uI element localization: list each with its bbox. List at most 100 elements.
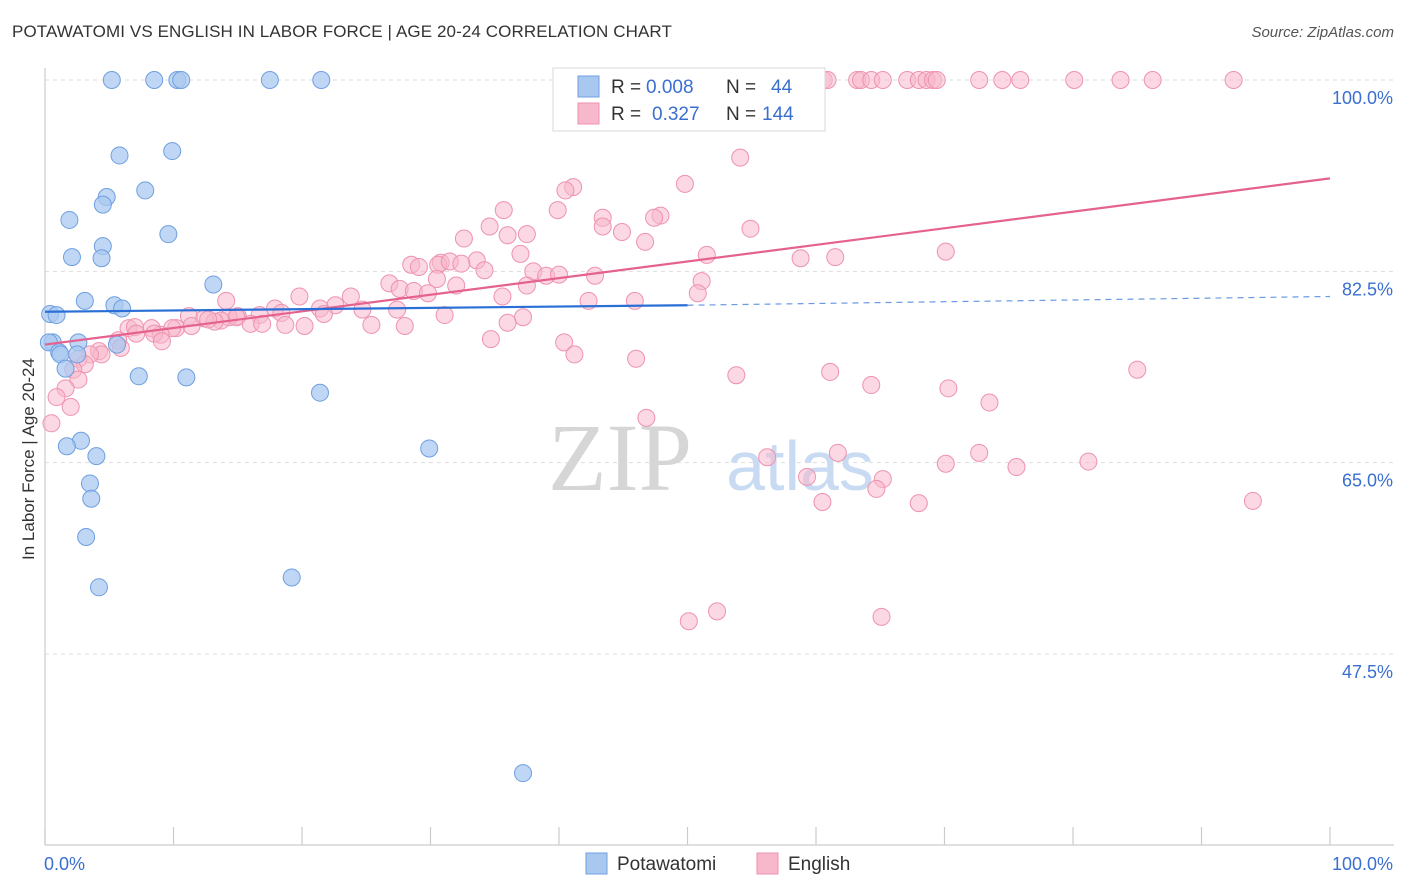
y-tick-label: 47.5%	[1342, 662, 1393, 682]
potawatomi-point	[93, 195, 112, 214]
english-point	[731, 148, 750, 167]
english-n-value: 144	[762, 104, 794, 125]
potawatomi-n-label: N =	[726, 77, 756, 98]
english-r-label: R =	[611, 104, 641, 125]
english-point	[199, 310, 218, 329]
potawatomi-swatch	[577, 75, 600, 98]
english-point	[511, 244, 530, 263]
english-point	[565, 345, 584, 364]
english-point	[909, 494, 928, 513]
english-point	[514, 308, 533, 327]
english-point	[290, 287, 309, 306]
potawatomi-point	[56, 359, 75, 378]
potawatomi-point	[110, 146, 129, 165]
potawatomi-n-value: 44	[771, 77, 793, 98]
trend-lines	[44, 177, 1331, 346]
english-point	[791, 249, 810, 268]
potawatomi-point	[310, 383, 329, 402]
english-point	[927, 71, 946, 89]
english-point	[1065, 71, 1084, 89]
y-tick-label: 82.5%	[1342, 279, 1393, 299]
potawatomi-point	[163, 142, 182, 161]
english-point	[993, 71, 1012, 89]
potawatomi-point	[129, 367, 148, 386]
potawatomi-point	[80, 474, 99, 493]
y-axis-label: In Labor Force | Age 20-24	[19, 358, 38, 560]
english-point	[427, 269, 446, 288]
potawatomi-point	[60, 210, 79, 229]
english-point	[1224, 71, 1243, 89]
potawatomi-r-label: R =	[611, 77, 641, 98]
english-point	[556, 181, 575, 200]
english-point	[555, 333, 574, 352]
potawatomi-point	[514, 764, 533, 783]
y-tick-labels: 47.5% 65.0% 82.5% 100.0%	[1332, 88, 1393, 682]
english-point	[152, 332, 171, 351]
english-point	[593, 217, 612, 236]
english-point	[454, 229, 473, 248]
gridlines	[45, 79, 1394, 655]
english-point	[42, 414, 61, 433]
potawatomi-point	[136, 181, 155, 200]
potawatomi-point	[159, 225, 178, 244]
potawatomi-point	[57, 437, 76, 456]
english-point	[481, 330, 500, 349]
english-point	[970, 71, 989, 89]
potawatomi-point	[62, 248, 81, 267]
english-point	[697, 245, 716, 264]
x-tick-label: 0.0%	[44, 854, 85, 874]
english-point	[480, 217, 499, 236]
english-trend-line	[44, 177, 1331, 346]
english-point	[970, 443, 989, 462]
english-point	[708, 602, 727, 621]
english-point	[741, 219, 760, 238]
english-point	[980, 393, 999, 412]
english-point	[452, 254, 471, 273]
potawatomi-point	[282, 568, 301, 587]
potawatomi-points	[39, 71, 533, 783]
english-point	[936, 454, 955, 473]
english-point	[679, 612, 698, 631]
potawatomi-point	[75, 291, 94, 310]
english-point	[409, 257, 428, 276]
english-point	[494, 201, 513, 220]
potawatomi-r-value: 0.008	[646, 77, 694, 98]
english-points	[42, 71, 1262, 631]
english-point	[548, 201, 567, 220]
english-point	[798, 467, 817, 486]
english-point	[862, 376, 881, 395]
potawatomi-point	[145, 71, 164, 89]
potawatomi-point	[172, 71, 191, 89]
english-swatch	[577, 102, 600, 125]
english-point	[1243, 491, 1262, 510]
english-point	[493, 287, 512, 306]
potawatomi-point	[312, 71, 331, 89]
english-point	[1007, 458, 1026, 477]
english-point	[813, 493, 832, 512]
english-point	[872, 607, 891, 626]
english-point	[936, 242, 955, 261]
english-n-label: N =	[726, 104, 756, 125]
english-point	[645, 208, 664, 227]
english-point	[1143, 71, 1162, 89]
english-point	[688, 284, 707, 303]
english-point	[758, 448, 777, 467]
series-legend: Potawatomi English	[585, 852, 850, 875]
potawatomi-point	[89, 578, 108, 597]
english-point	[47, 388, 66, 407]
english-point	[295, 317, 314, 335]
y-tick-label: 100.0%	[1332, 88, 1393, 108]
english-point	[585, 266, 604, 285]
x-tick-labels: 0.0% 100.0%	[44, 854, 1393, 874]
english-point	[341, 287, 360, 306]
axes	[44, 68, 1394, 846]
english-point	[517, 225, 536, 244]
potawatomi-point	[107, 335, 126, 354]
legend-potawatomi-label: Potawatomi	[617, 854, 716, 875]
english-r-value: 0.327	[652, 104, 700, 125]
potawatomi-point	[47, 306, 66, 325]
stats-legend: R = 0.008 N = 44 R = 0.327 N = 144	[552, 67, 826, 132]
english-point	[362, 315, 381, 334]
legend-english-swatch	[756, 852, 779, 875]
potawatomi-point	[68, 345, 87, 364]
